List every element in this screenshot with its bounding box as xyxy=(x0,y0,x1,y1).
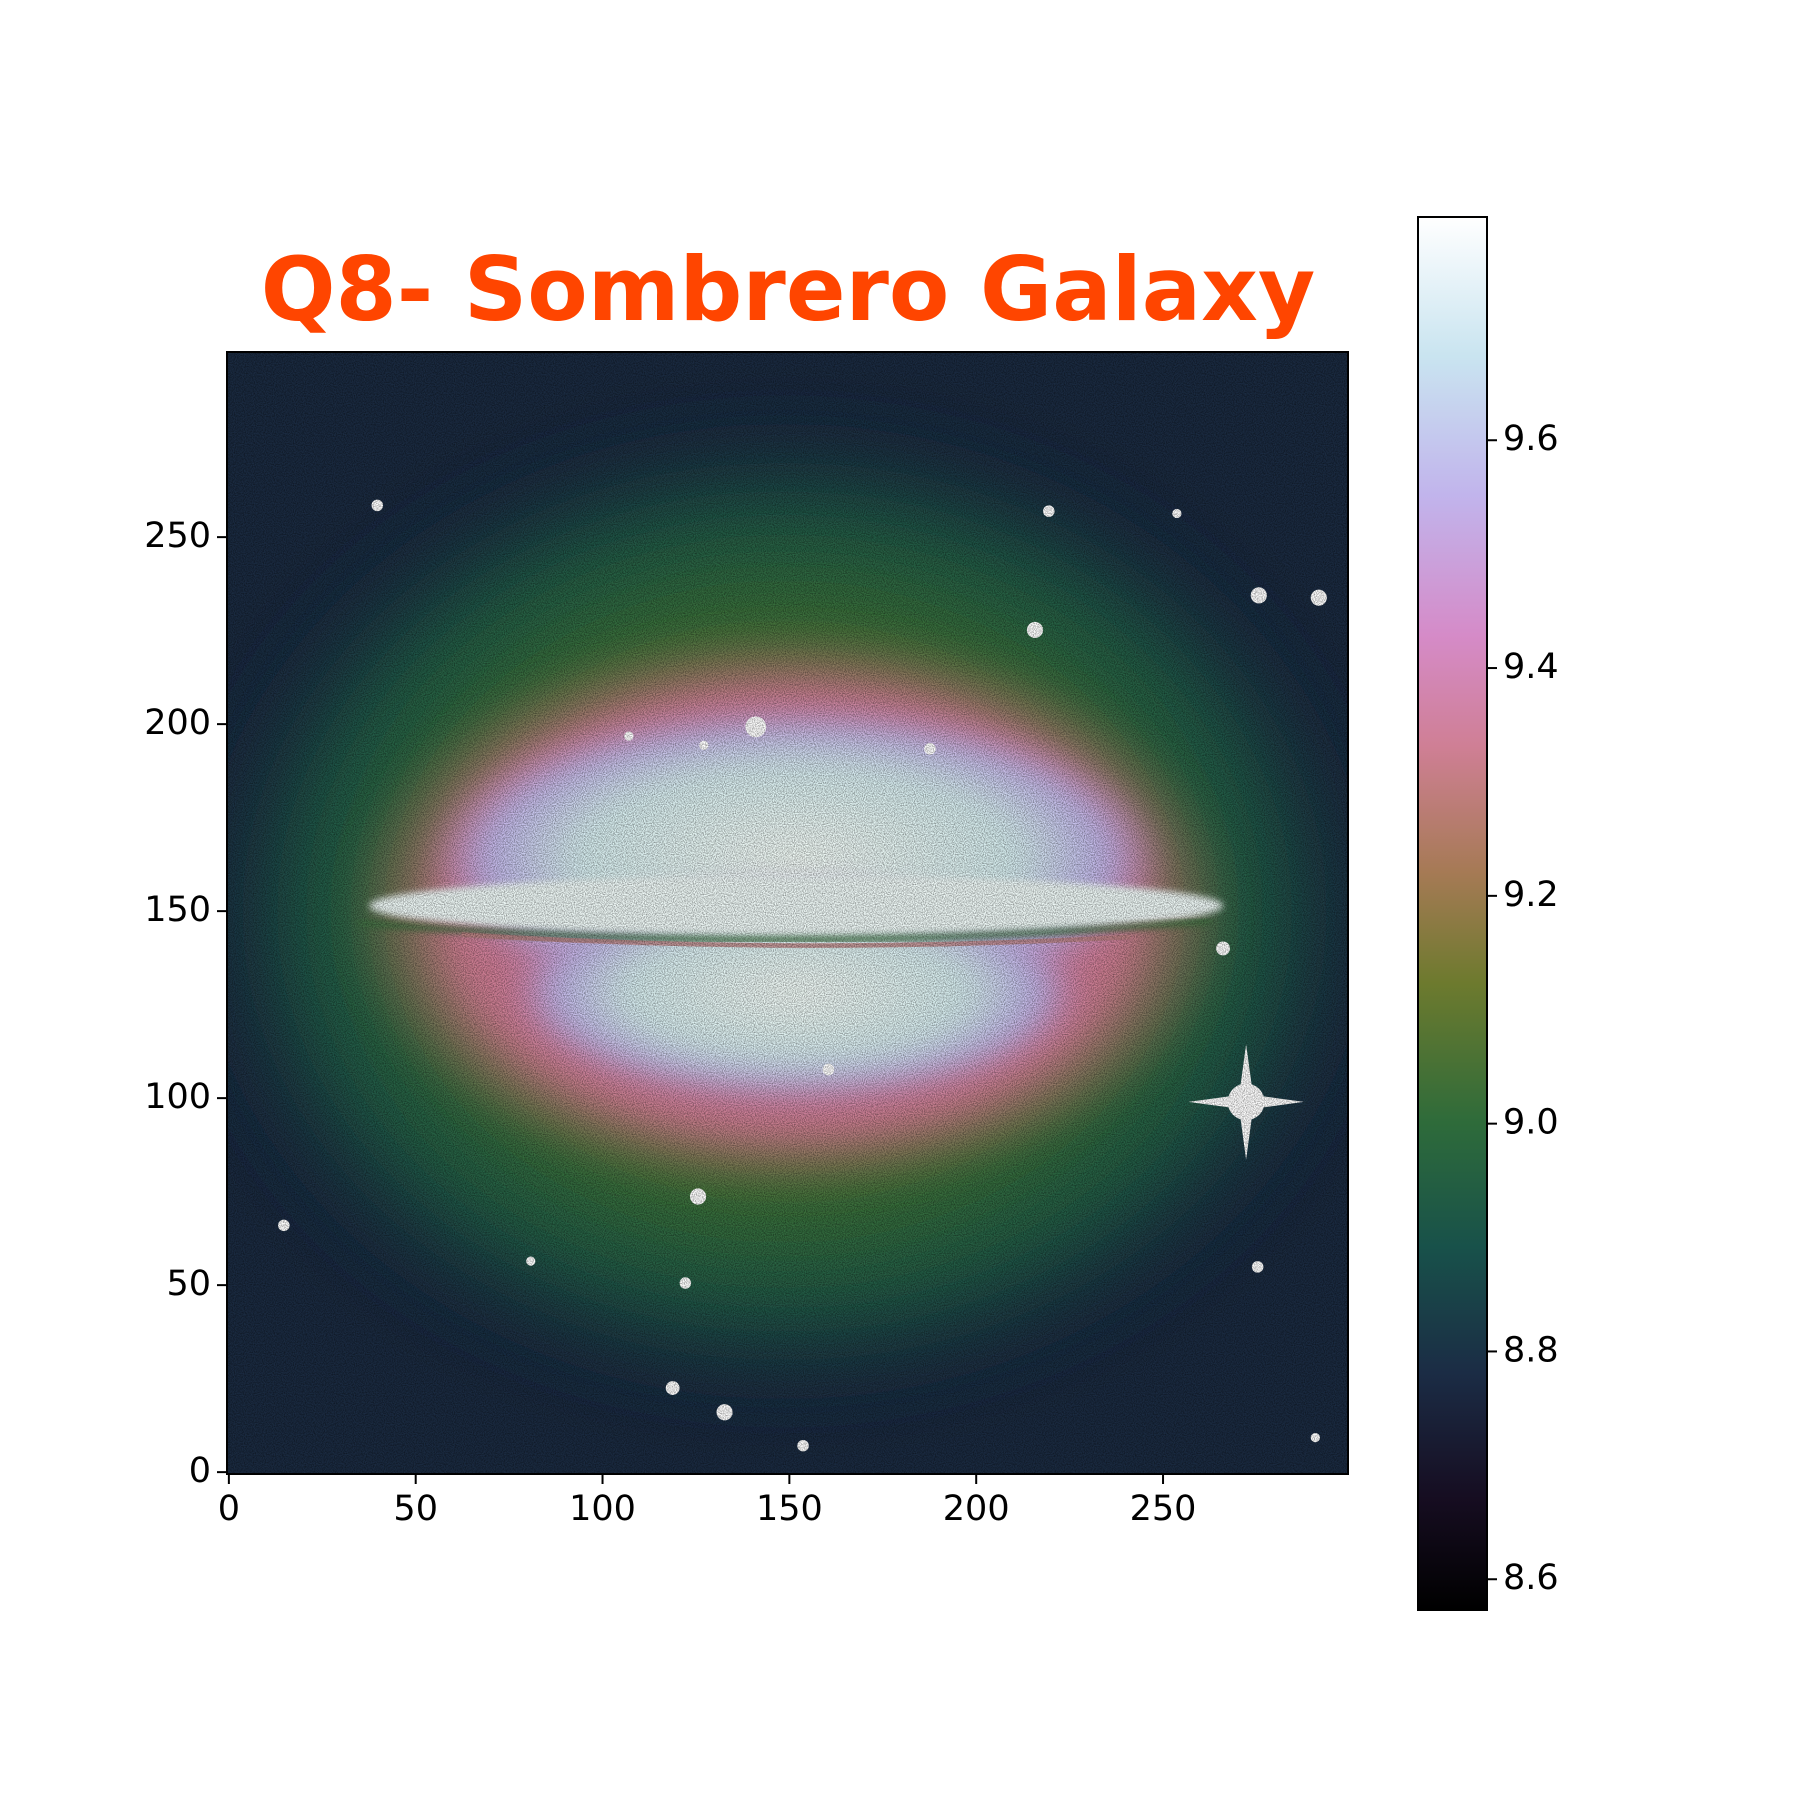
colorbar-tick-label: 9.6 xyxy=(1503,419,1559,459)
y-tick-label: 50 xyxy=(166,1264,211,1304)
y-tick-label: 250 xyxy=(144,516,211,556)
y-tick-label: 200 xyxy=(144,703,211,743)
colorbar-tick-label: 8.8 xyxy=(1503,1330,1559,1370)
y-tick-label: 0 xyxy=(189,1451,211,1491)
x-tick-label: 150 xyxy=(756,1489,823,1529)
x-tick-label: 100 xyxy=(569,1489,636,1529)
x-tick-label: 0 xyxy=(218,1489,240,1529)
x-tick-label: 250 xyxy=(1130,1489,1197,1529)
colorbar-tick-label: 9.2 xyxy=(1503,875,1559,915)
chart-title: Q8- Sombrero Galaxy xyxy=(261,238,1316,341)
colorbar-tick-label: 8.6 xyxy=(1503,1558,1559,1598)
colorbar-tick-label: 9.4 xyxy=(1503,647,1559,687)
image xyxy=(227,352,1348,1474)
axes-frame xyxy=(226,351,1349,1475)
colorbar xyxy=(1417,216,1488,1611)
x-tick-label: 50 xyxy=(393,1489,438,1529)
colorbar-tick-label: 9.0 xyxy=(1503,1103,1559,1143)
y-tick-label: 100 xyxy=(144,1077,211,1117)
y-tick-label: 150 xyxy=(144,890,211,930)
x-tick-label: 200 xyxy=(943,1489,1010,1529)
